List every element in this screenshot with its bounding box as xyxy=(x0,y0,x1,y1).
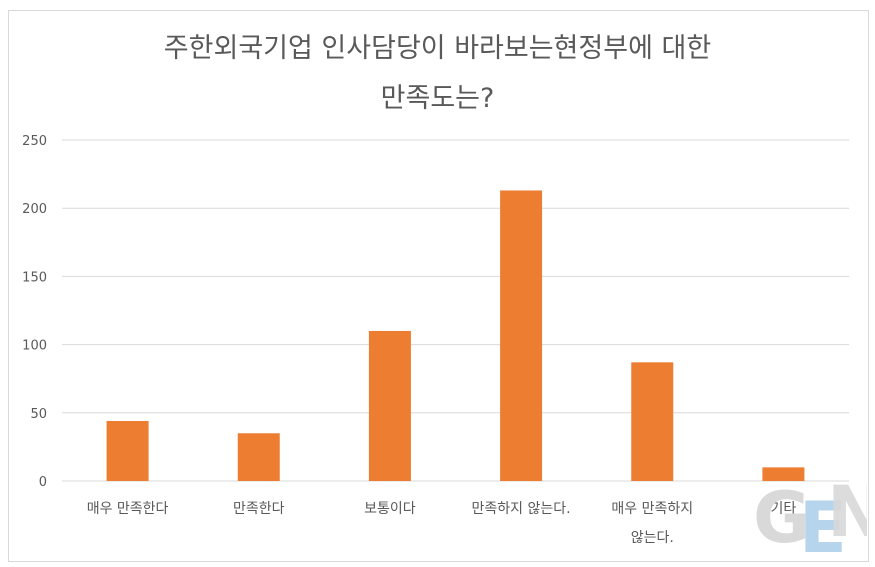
bar-5 xyxy=(762,467,805,481)
y-tick-label-0: 0 xyxy=(39,475,47,490)
y-tick-label-200: 200 xyxy=(22,202,47,217)
bar-1 xyxy=(237,433,280,481)
chart-title-line-1: 주한외국기업 인사담당이 바라보는현정부에 대한 xyxy=(163,33,712,64)
chart-title-line-2: 만족도는? xyxy=(380,83,495,114)
x-tick-label-0-0: 매우 만족한다 xyxy=(87,501,169,517)
x-tick-label-4-0: 매우 만족하지 xyxy=(611,501,693,517)
chart-frame xyxy=(8,10,869,562)
bar-2 xyxy=(368,330,411,481)
x-tick-label-1-0: 만족한다 xyxy=(233,501,285,517)
y-tick-label-50: 50 xyxy=(30,407,47,422)
x-tick-label-5-0: 기타 xyxy=(771,501,797,517)
bar-0 xyxy=(106,420,149,481)
y-tick-label-250: 250 xyxy=(22,134,47,149)
y-tick-label-100: 100 xyxy=(22,339,47,354)
x-tick-label-3-0: 만족하지 않는다. xyxy=(472,501,571,517)
y-tick-label-150: 150 xyxy=(22,270,47,285)
x-tick-label-2-0: 보통이다 xyxy=(364,501,416,517)
x-tick-label-4-1: 않는다. xyxy=(631,530,674,546)
bar-4 xyxy=(631,362,674,481)
bar-3 xyxy=(500,190,543,481)
